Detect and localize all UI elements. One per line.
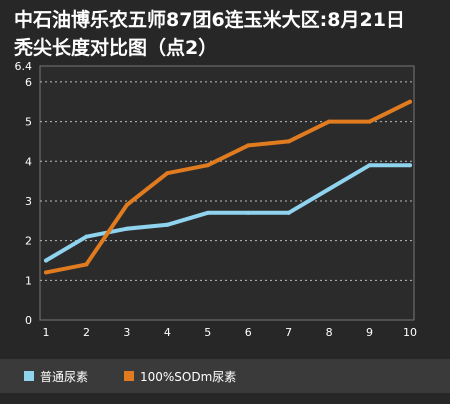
series-2-point <box>246 143 251 148</box>
series-2-point <box>286 139 291 144</box>
series-line-2 <box>44 99 412 275</box>
x-tick-label: 1 <box>43 326 50 339</box>
series-1-point <box>165 222 170 227</box>
series-1-point <box>84 234 89 239</box>
plot-area <box>39 65 415 321</box>
series-1-point <box>367 163 372 168</box>
y-tick-label: 1 <box>25 274 32 287</box>
legend-item-series-2: 100%SODm尿素 <box>124 359 236 393</box>
series-1-point <box>205 210 210 215</box>
x-tick-label: 4 <box>164 326 171 339</box>
series-1-point <box>286 210 291 215</box>
series-1-point <box>246 210 251 215</box>
chart-title: 中石油博乐农五师87团6连玉米大区:8月21日 秃尖长度对比图（点2） <box>14 6 450 62</box>
series-2-point <box>327 119 332 124</box>
chart-title-line-2: 秃尖长度对比图（点2） <box>14 37 218 59</box>
series-1-point <box>327 187 332 192</box>
y-tick-label: 4 <box>25 155 32 168</box>
y-tick-label: 0 <box>25 314 32 327</box>
y-tick-label: 2 <box>25 235 32 248</box>
x-tick-label: 5 <box>204 326 211 339</box>
y-tick-label: 6.4 <box>15 60 33 73</box>
series-1-point <box>124 226 129 231</box>
x-tick-label: 10 <box>403 326 417 339</box>
x-tick-label: 3 <box>123 326 130 339</box>
series-2-point <box>408 99 412 104</box>
series-2-point <box>84 262 89 267</box>
legend: 普通尿素 100%SODm尿素 <box>0 359 450 393</box>
x-tick-label: 8 <box>326 326 333 339</box>
series-2-point <box>165 171 170 176</box>
legend-swatch-series-1 <box>24 371 34 381</box>
series-2-point <box>367 119 372 124</box>
y-tick-label: 5 <box>25 116 32 129</box>
series-1-point <box>44 258 48 263</box>
series-2-point <box>44 270 48 275</box>
y-tick-label: 6 <box>25 76 32 89</box>
x-tick-label: 2 <box>83 326 90 339</box>
series-2-point <box>205 163 210 168</box>
legend-label-series-2: 100%SODm尿素 <box>140 369 237 384</box>
x-tick-label: 6 <box>245 326 252 339</box>
y-tick-label: 3 <box>25 195 32 208</box>
series-1-point <box>408 163 412 168</box>
x-tick-label: 7 <box>285 326 292 339</box>
x-tick-label: 9 <box>366 326 373 339</box>
series-2-point <box>124 202 129 207</box>
legend-item-series-1: 普通尿素 <box>24 359 88 393</box>
legend-swatch-series-2 <box>124 371 134 381</box>
legend-label-series-1: 普通尿素 <box>40 369 89 384</box>
chart-title-line-1: 中石油博乐农五师87团6连玉米大区:8月21日 <box>14 9 405 31</box>
